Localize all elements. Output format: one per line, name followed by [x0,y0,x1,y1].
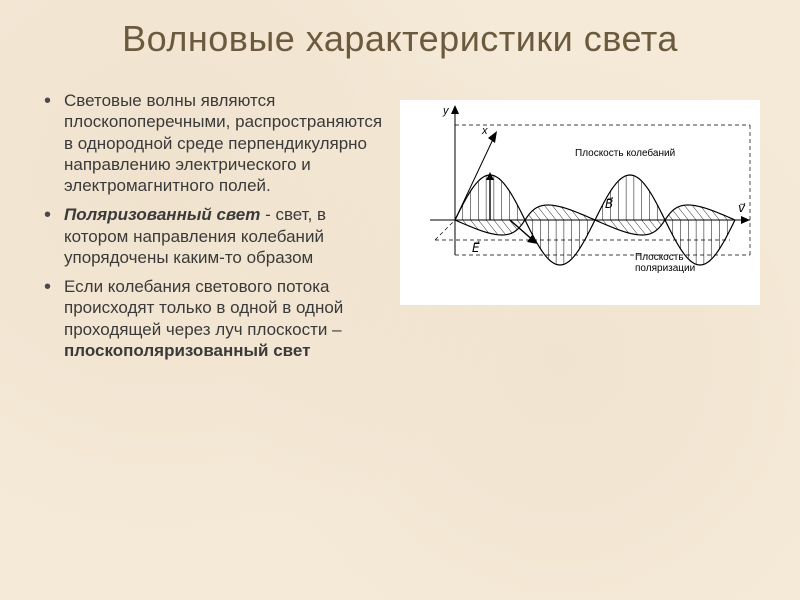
bullet-bold-prefix: Поляризованный свет [64,205,260,224]
wave-svg: y x E⃗ [400,100,760,305]
bullet-text: Световые волны являются плоскопоперечным… [64,91,382,195]
slide: Волновые характеристики света Световые в… [0,0,800,600]
bullet-text: Если колебания светового потока происход… [64,277,343,339]
v-vector-label: v⃗ [738,201,746,215]
bullet-item: Поляризованный свет - свет, в котором на… [58,204,390,268]
page-title: Волновые характеристики света [40,18,760,60]
y-axis-label: y [442,105,450,117]
content-row: Световые волны являются плоскопоперечным… [40,90,760,369]
bullet-list: Световые волны являются плоскопоперечным… [40,90,390,369]
bullet-item: Если колебания светового потока происход… [58,276,390,361]
plane-polarization-label: Плоскость поляризации [635,252,695,274]
diagram-container: y x E⃗ [400,90,760,369]
bullet-bold-suffix: плоскополяризованный свет [64,341,310,360]
e-vector-label: E⃗ [472,241,480,255]
bullet-item: Световые волны являются плоскопоперечным… [58,90,390,196]
plane-oscillation-label: Плоскость колебаний [575,147,675,159]
b-vector-label: B⃗ [605,197,613,211]
polarization-diagram: y x E⃗ [400,100,760,305]
x-axis-label: x [481,125,488,137]
